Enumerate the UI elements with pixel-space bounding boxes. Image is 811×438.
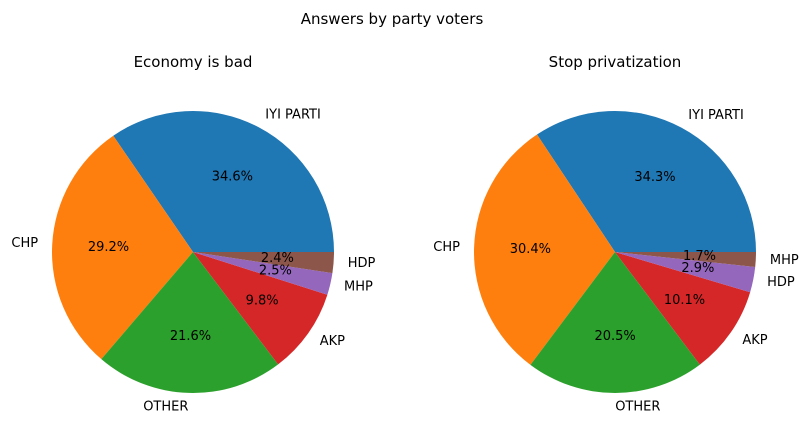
pie-chart-economy: Economy is bad IYI PARTI 34.6% CHP 29.2% OTH… — [11, 53, 375, 415]
pie-title: Economy is bad — [134, 53, 253, 71]
pie-label-chp: CHP — [433, 240, 460, 255]
pie-wedge-mhp — [193, 252, 333, 295]
pie-label-akp: AKP — [320, 334, 345, 349]
pie-wedges — [52, 111, 335, 393]
pie-wedge-other — [101, 252, 279, 393]
pie-wedge-chp — [474, 134, 615, 365]
pie-label-akp: AKP — [742, 333, 767, 348]
pie-label-hdp: HDP — [767, 275, 795, 290]
pie-labels: IYI PARTI 34.3% CHP 30.4% OTHER 20.5% AKP 10.1%… — [433, 108, 799, 415]
pie-label-other: OTHER — [615, 400, 660, 415]
pie-pct-hdp: 2.9% — [681, 261, 714, 276]
pie-label-chp: CHP — [11, 236, 38, 251]
pie-label-iyi-parti: IYI PARTI — [265, 107, 321, 122]
pie-pct-other: 21.6% — [170, 329, 211, 344]
pie-label-mhp: MHP — [770, 253, 799, 268]
pie-pct-mhp: 2.5% — [259, 264, 292, 279]
pie-labels: IYI PARTI 34.6% CHP 29.2% OTHER 21.6% AKP 9.8% M… — [11, 107, 375, 414]
pie-wedge-mhp — [615, 252, 756, 268]
pie-label-mhp: MHP — [344, 280, 373, 295]
pie-wedge-akp — [615, 252, 751, 365]
pie-wedge-hdp — [193, 252, 334, 274]
pie-pct-chp: 29.2% — [88, 240, 129, 255]
pie-wedges — [474, 110, 756, 393]
pie-wedge-iyi-parti — [113, 111, 335, 252]
pie-label-iyi-parti: IYI PARTI — [688, 108, 744, 123]
pie-pct-iyi-parti: 34.3% — [634, 170, 675, 185]
pie-wedge-iyi-parti — [536, 110, 756, 252]
pie-wedge-akp — [193, 252, 328, 365]
pie-wedge-chp — [52, 135, 193, 360]
pie-label-hdp: HDP — [348, 256, 376, 271]
pie-chart-privatization: Stop privatization IYI PARTI 34.3% CHP 30.4… — [433, 53, 799, 415]
pie-wedge-hdp — [615, 252, 756, 293]
pie-pct-hdp: 2.4% — [261, 251, 294, 266]
pie-title: Stop privatization — [549, 53, 682, 71]
pie-label-other: OTHER — [143, 400, 188, 415]
pie-pct-chp: 30.4% — [510, 242, 551, 257]
pie-pct-akp: 10.1% — [664, 293, 705, 308]
pie-pct-akp: 9.8% — [246, 293, 279, 308]
pie-wedge-other — [530, 252, 700, 393]
pie-pct-iyi-parti: 34.6% — [212, 170, 253, 185]
pie-pct-mhp: 1.7% — [683, 249, 716, 264]
figure-suptitle: Answers by party voters — [301, 10, 484, 28]
pie-pct-other: 20.5% — [594, 329, 635, 344]
